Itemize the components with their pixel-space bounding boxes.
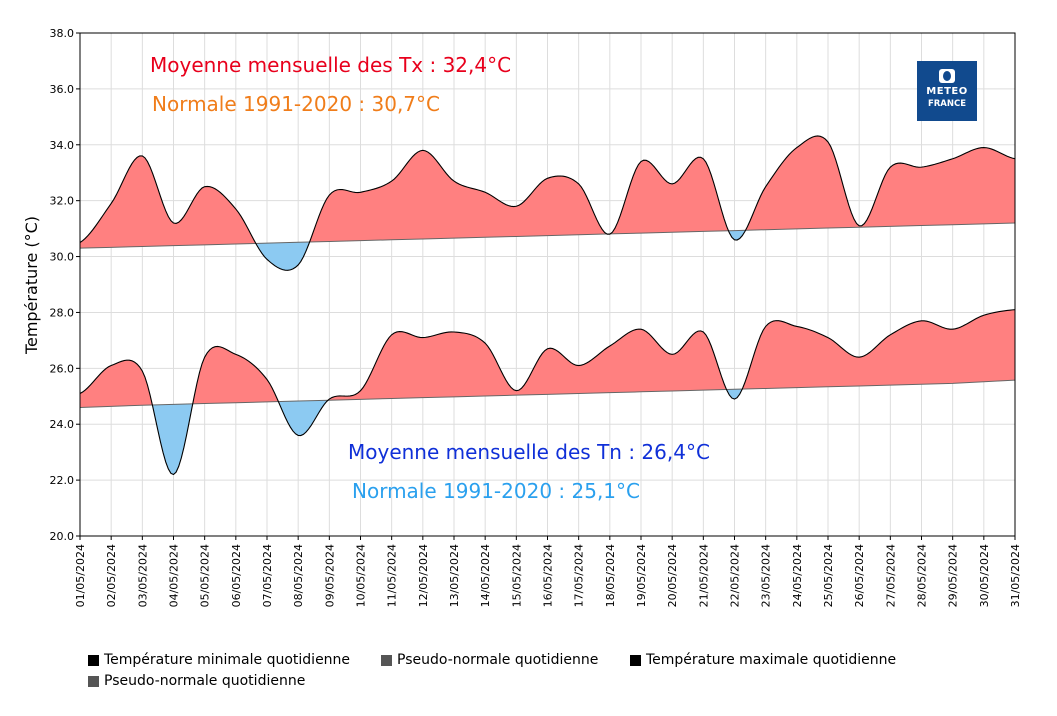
logo-line-1: METEO	[926, 86, 968, 97]
x-tick-label: 02/05/2024	[105, 544, 118, 607]
x-axis: 01/05/2024 02/05/2024 03/05/2024 04/05/2024…	[74, 536, 1022, 607]
x-tick-label: 18/05/2024	[604, 544, 617, 607]
tmin-line	[79, 309, 1016, 476]
x-tick-label: 22/05/2024	[729, 544, 742, 607]
y-tick-label: 38.0	[50, 27, 75, 40]
x-tick-label: 28/05/2024	[916, 544, 929, 607]
tmax-above-normal-area	[309, 150, 607, 242]
tx-mean-annotation: Moyenne mensuelle des Tx : 32,4°C	[150, 53, 511, 77]
x-tick-label: 31/05/2024	[1009, 544, 1022, 607]
y-tick-label: 36.0	[50, 83, 75, 96]
legend-label: Température minimale quotidienne	[104, 652, 351, 668]
tmin-above-normal-area	[742, 309, 1015, 390]
legend-item-tmin: Température minimale quotidienne	[88, 652, 350, 668]
tmax-below-normal-area	[255, 242, 310, 271]
lines	[79, 135, 1016, 476]
x-tick-label: 27/05/2024	[884, 544, 897, 607]
tn-mean-annotation: Moyenne mensuelle des Tn : 26,4°C	[348, 440, 710, 464]
tmin-below-normal-area	[152, 403, 193, 475]
y-axis: 20.0 22.0 24.0 26.0 28.0 30.0 32.0 34.0 36.0 38.0	[50, 27, 80, 543]
legend-swatch	[381, 654, 392, 666]
y-tick-label: 24.0	[50, 418, 75, 431]
x-tick-label: 29/05/2024	[947, 544, 960, 607]
y-axis-label: Température (°C)	[22, 216, 41, 355]
tmax-normal-line	[79, 222, 1016, 249]
legend-label: Température maximale quotidienne	[646, 652, 897, 668]
x-tick-label: 19/05/2024	[635, 544, 648, 607]
legend-label: Pseudo-normale quotidienne	[104, 673, 306, 689]
legend-swatch	[88, 675, 99, 687]
tmax-line	[79, 135, 1016, 271]
legend-label: Pseudo-normale quotidienne	[397, 652, 599, 668]
legend-item-normal-1: Pseudo-normale quotidienne	[381, 652, 598, 668]
x-tick-label: 17/05/2024	[573, 544, 586, 607]
x-tick-label: 14/05/2024	[479, 544, 492, 607]
x-tick-label: 13/05/2024	[448, 544, 461, 607]
y-tick-label: 34.0	[50, 139, 75, 152]
legend-swatch	[88, 654, 99, 666]
x-tick-label: 25/05/2024	[822, 544, 835, 607]
tmax-above-normal-area	[610, 157, 729, 234]
x-tick-label: 09/05/2024	[323, 544, 336, 607]
x-tick-label: 24/05/2024	[791, 544, 804, 607]
legend-swatch	[630, 654, 641, 666]
x-tick-label: 04/05/2024	[168, 544, 181, 607]
y-tick-label: 30.0	[50, 251, 75, 264]
x-tick-label: 16/05/2024	[542, 544, 555, 607]
legend-item-tmax: Température maximale quotidienne	[630, 652, 896, 668]
tmin-above-normal-area	[80, 360, 153, 408]
x-tick-label: 01/05/2024	[74, 544, 87, 607]
y-tick-label: 20.0	[50, 530, 75, 543]
tmin-below-normal-area	[278, 400, 329, 436]
tmin-above-normal-area	[328, 329, 727, 401]
meteo-france-logo: METEO FRANCE	[917, 61, 977, 121]
x-tick-label: 23/05/2024	[760, 544, 773, 607]
x-tick-label: 12/05/2024	[417, 544, 430, 607]
tx-normal-annotation: Normale 1991-2020 : 30,7°C	[152, 92, 440, 116]
x-tick-label: 06/05/2024	[230, 544, 243, 607]
tmin-below-normal-area	[726, 389, 743, 400]
x-tick-label: 07/05/2024	[261, 544, 274, 607]
y-tick-label: 28.0	[50, 306, 75, 319]
tmin-above-normal-area	[192, 346, 279, 404]
tmin-normal-line	[79, 379, 1016, 408]
y-tick-label: 32.0	[50, 195, 75, 208]
meteo-france-logo-icon	[939, 69, 955, 83]
logo-line-2: FRANCE	[927, 99, 967, 109]
legend-item-normal-2: Pseudo-normale quotidienne	[88, 673, 305, 689]
x-tick-label: 30/05/2024	[978, 544, 991, 607]
x-tick-label: 21/05/2024	[697, 544, 710, 607]
x-tick-label: 03/05/2024	[136, 544, 149, 607]
x-tick-label: 15/05/2024	[510, 544, 523, 607]
x-tick-label: 26/05/2024	[853, 544, 866, 607]
tmax-above-normal-area	[745, 135, 1015, 231]
x-tick-label: 08/05/2024	[292, 544, 305, 607]
y-tick-label: 22.0	[50, 474, 75, 487]
y-tick-label: 26.0	[50, 362, 75, 375]
x-tick-label: 11/05/2024	[386, 544, 399, 607]
x-tick-label: 20/05/2024	[666, 544, 679, 607]
x-tick-label: 10/05/2024	[355, 544, 368, 607]
tn-normal-annotation: Normale 1991-2020 : 25,1°C	[352, 479, 640, 503]
x-tick-label: 05/05/2024	[199, 544, 212, 607]
